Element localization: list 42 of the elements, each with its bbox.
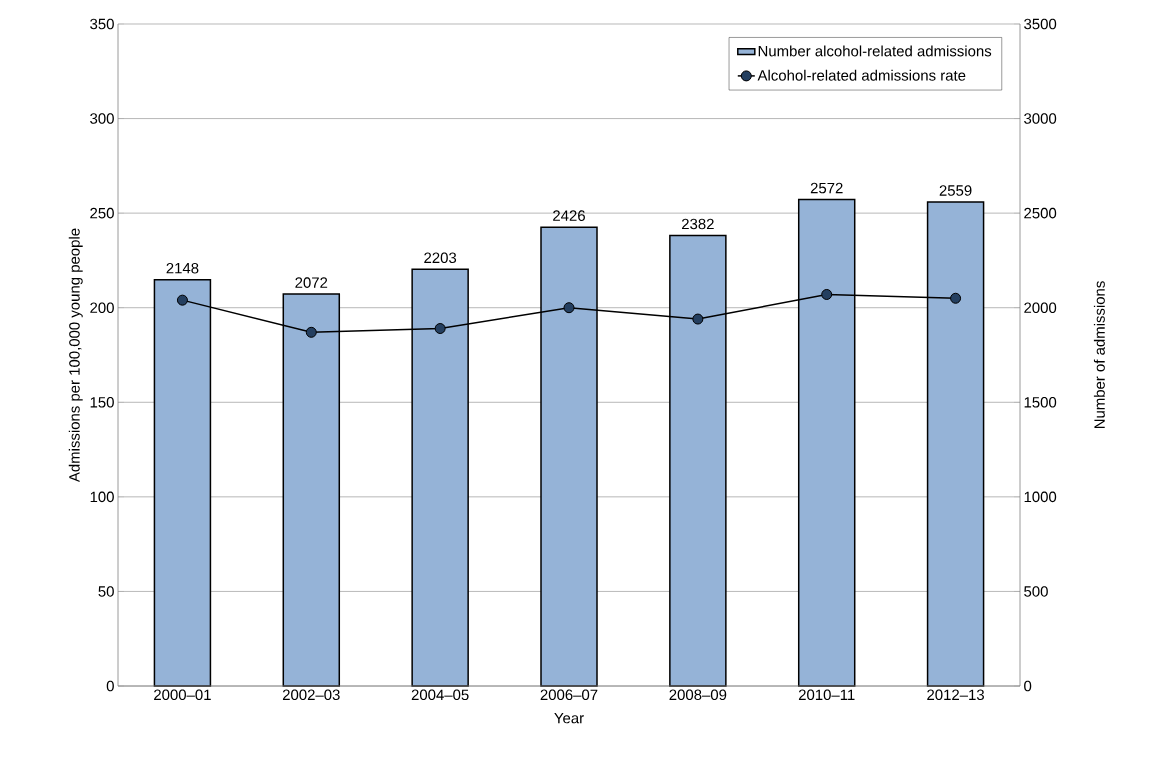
y2-tick-label: 1000 [1024, 491, 1057, 503]
data-label: 2382 [681, 218, 714, 230]
point [434, 323, 446, 335]
point [176, 294, 188, 306]
y2-tick-label: 500 [1024, 586, 1048, 597]
y-tick-label: 50 [98, 586, 114, 597]
legend-label: Alcohol-related admissions rate [757, 69, 966, 81]
x-tick-label: 2002–03 [282, 689, 340, 701]
data-label: 2559 [939, 185, 972, 196]
y-tick-label: 300 [90, 113, 114, 124]
x-tick-label: 2004–05 [411, 689, 469, 701]
y2-tick-label: 0 [1024, 680, 1032, 692]
point [305, 326, 317, 338]
point [692, 313, 704, 325]
y2-tick-label: 2000 [1024, 302, 1057, 313]
y-tick-label: 350 [90, 18, 114, 30]
y-tick-label: 150 [90, 396, 114, 408]
data-label: 2148 [166, 262, 199, 274]
point [950, 292, 962, 304]
data-label: 2426 [553, 210, 585, 221]
y-tick-label: 0 [106, 680, 114, 692]
x-tick-label: 2010–11 [798, 689, 855, 701]
x-tick-label: 2000–01 [154, 689, 211, 701]
y2-axis-title: Number of admissions [1093, 281, 1105, 429]
data-label: 2572 [810, 182, 843, 194]
x-tick-label: 2006–07 [540, 689, 598, 701]
x-tick-label: 2012–13 [927, 689, 984, 701]
point [563, 302, 575, 314]
y2-tick-label: 1500 [1024, 396, 1057, 408]
point [821, 288, 833, 300]
y-tick-label: 250 [90, 207, 114, 219]
y-tick-label: 200 [90, 302, 114, 313]
x-axis-title: Year [554, 712, 584, 724]
x-tick-label: 2008–09 [669, 689, 727, 701]
y-axis-title: Admissions per 100,000 young people [68, 228, 83, 483]
data-label: 2072 [295, 277, 328, 288]
y2-tick-label: 3500 [1024, 18, 1057, 30]
data-label: 2203 [424, 252, 457, 264]
y2-tick-label: 2500 [1024, 207, 1057, 219]
y-tick-label: 100 [90, 491, 114, 503]
y2-tick-label: 3000 [1024, 113, 1057, 124]
legend-label: Number alcohol-related admissions [758, 45, 992, 57]
